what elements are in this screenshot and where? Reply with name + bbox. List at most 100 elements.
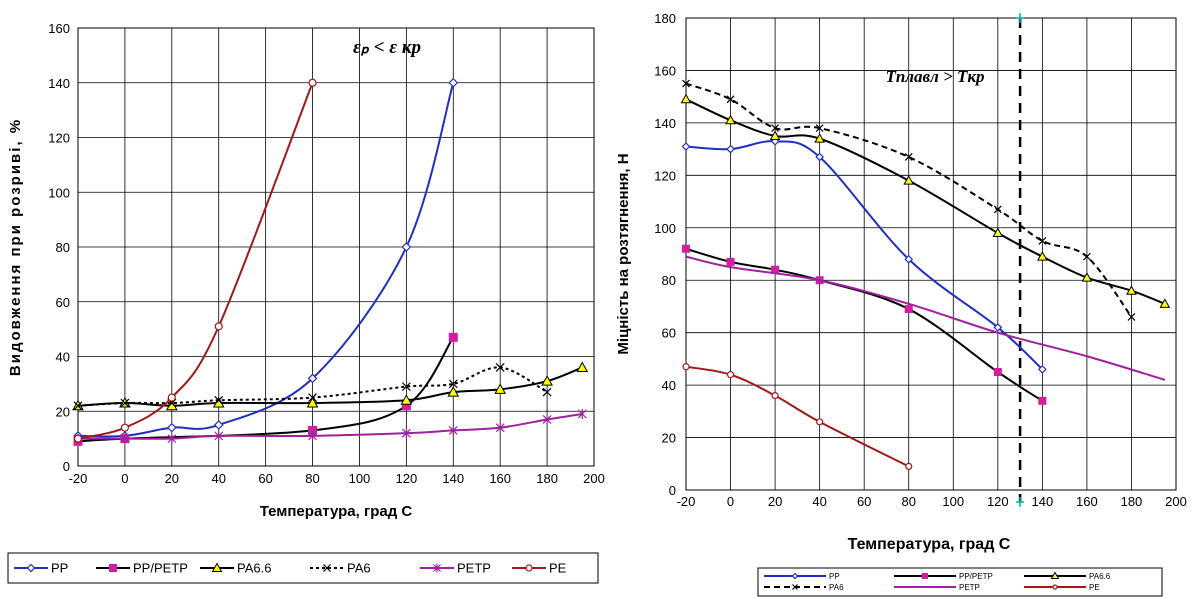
chart-2: -20 0 20 40 60 80 100 120 140 160 180 2000204060801… bbox=[615, 11, 1187, 597]
legend-item: PA6 bbox=[764, 583, 844, 592]
data-point bbox=[725, 114, 736, 125]
legend: PP PP/PETP PA6.6 PA6 PETP PE bbox=[757, 567, 1163, 597]
y-tick-label: 120 bbox=[48, 131, 70, 146]
y-tick-label: 160 bbox=[48, 21, 70, 36]
data-point bbox=[682, 244, 690, 253]
legend-item: PETP bbox=[420, 561, 491, 576]
x-tick-label: 160 bbox=[1076, 494, 1098, 509]
legend-label: PP/PETP bbox=[133, 561, 188, 576]
data-point bbox=[816, 418, 824, 426]
chart-annotation: Tплавл > Tкр bbox=[885, 67, 984, 86]
plot-frame bbox=[685, 17, 1177, 491]
data-point bbox=[495, 422, 505, 433]
data-point bbox=[771, 392, 779, 400]
data-point bbox=[214, 430, 224, 441]
series-line bbox=[78, 412, 583, 440]
data-point bbox=[993, 205, 1002, 214]
data-point bbox=[1082, 252, 1091, 261]
data-point bbox=[448, 77, 459, 88]
legend-item: PE bbox=[512, 561, 567, 576]
y-tick-label: 0 bbox=[669, 483, 676, 498]
y-axis-title: Міцність на розтягнення, Н bbox=[615, 153, 632, 354]
x-tick-label: 40 bbox=[211, 471, 225, 486]
data-point bbox=[73, 401, 83, 411]
data-point bbox=[726, 144, 735, 154]
series-line bbox=[685, 82, 1133, 318]
legend-label: PETP bbox=[959, 583, 980, 592]
y-tick-label: 100 bbox=[654, 221, 676, 236]
data-point bbox=[726, 371, 735, 379]
y-tick-label: 20 bbox=[662, 431, 676, 446]
data-point bbox=[120, 398, 130, 408]
legend-label: PE bbox=[549, 561, 567, 576]
legend-label: PP bbox=[829, 572, 840, 581]
data-point bbox=[401, 242, 412, 252]
data-point bbox=[494, 383, 507, 394]
chart-1: -20 0 20 40 60 80 100 120 140 160 180 2000204060801… bbox=[7, 21, 605, 584]
legend-item: PETP bbox=[894, 583, 980, 592]
y-tick-label: 140 bbox=[654, 116, 676, 131]
y-tick-label: 40 bbox=[662, 378, 676, 393]
y-tick-label: 60 bbox=[662, 326, 676, 341]
data-point bbox=[681, 142, 691, 151]
data-point bbox=[576, 361, 589, 372]
legend-item: PA6.6 bbox=[200, 561, 271, 576]
data-point bbox=[577, 408, 587, 419]
x-tick-label: 180 bbox=[536, 471, 558, 486]
data-point bbox=[448, 332, 458, 342]
plot-frame bbox=[77, 27, 595, 467]
data-point bbox=[120, 433, 130, 444]
legend-label: PA6 bbox=[347, 561, 371, 576]
data-point bbox=[448, 425, 458, 436]
legend-swatch-marker bbox=[791, 572, 799, 580]
x-tick-label: 80 bbox=[305, 471, 319, 486]
data-point bbox=[682, 79, 690, 88]
x-tick-label: 100 bbox=[942, 494, 964, 509]
legend-swatch-marker bbox=[525, 564, 533, 572]
data-point bbox=[993, 323, 1003, 332]
legend-item: PA6.6 bbox=[1024, 571, 1111, 581]
legend-swatch-marker bbox=[26, 563, 36, 573]
series-line bbox=[685, 255, 1166, 381]
series-pe bbox=[73, 78, 317, 443]
series-pp bbox=[681, 136, 1047, 374]
series-pe bbox=[682, 363, 913, 470]
data-point bbox=[73, 434, 83, 443]
x-tick-label: 180 bbox=[1121, 494, 1143, 509]
reference-cap-top bbox=[1016, 13, 1025, 23]
x-tick-label: 100 bbox=[349, 471, 371, 486]
legend-label: PA6.6 bbox=[237, 561, 271, 576]
data-point bbox=[213, 420, 224, 430]
series-line bbox=[77, 82, 455, 438]
y-tick-label: 0 bbox=[63, 459, 70, 474]
legend-swatch-marker bbox=[1052, 584, 1058, 590]
data-point bbox=[447, 386, 460, 397]
data-point bbox=[904, 305, 913, 314]
legend-swatch-marker bbox=[792, 584, 798, 590]
data-point bbox=[1038, 396, 1047, 405]
data-point bbox=[992, 227, 1004, 238]
data-point bbox=[905, 462, 913, 470]
x-tick-label: 120 bbox=[396, 471, 418, 486]
data-point bbox=[306, 397, 319, 408]
x-tick-label: 80 bbox=[901, 494, 915, 509]
data-point bbox=[542, 414, 552, 425]
series-line bbox=[685, 98, 1166, 305]
data-point bbox=[214, 395, 224, 405]
y-tick-label: 120 bbox=[654, 168, 676, 183]
x-tick-label: 20 bbox=[768, 494, 782, 509]
x-tick-label: 0 bbox=[121, 471, 128, 486]
chart-annotation: εₚ < ε кр bbox=[353, 37, 421, 58]
data-point bbox=[1159, 298, 1171, 308]
data-point bbox=[680, 93, 692, 104]
legend-label: PP/PETP bbox=[959, 572, 993, 581]
data-point bbox=[904, 153, 913, 161]
y-tick-label: 160 bbox=[654, 63, 676, 78]
y-tick-label: 40 bbox=[56, 350, 70, 365]
legend-label: PA6 bbox=[829, 583, 844, 592]
x-tick-label: 60 bbox=[857, 494, 871, 509]
data-point bbox=[308, 393, 317, 402]
legend-swatch-marker bbox=[323, 564, 331, 572]
x-tick-label: -20 bbox=[677, 494, 696, 509]
